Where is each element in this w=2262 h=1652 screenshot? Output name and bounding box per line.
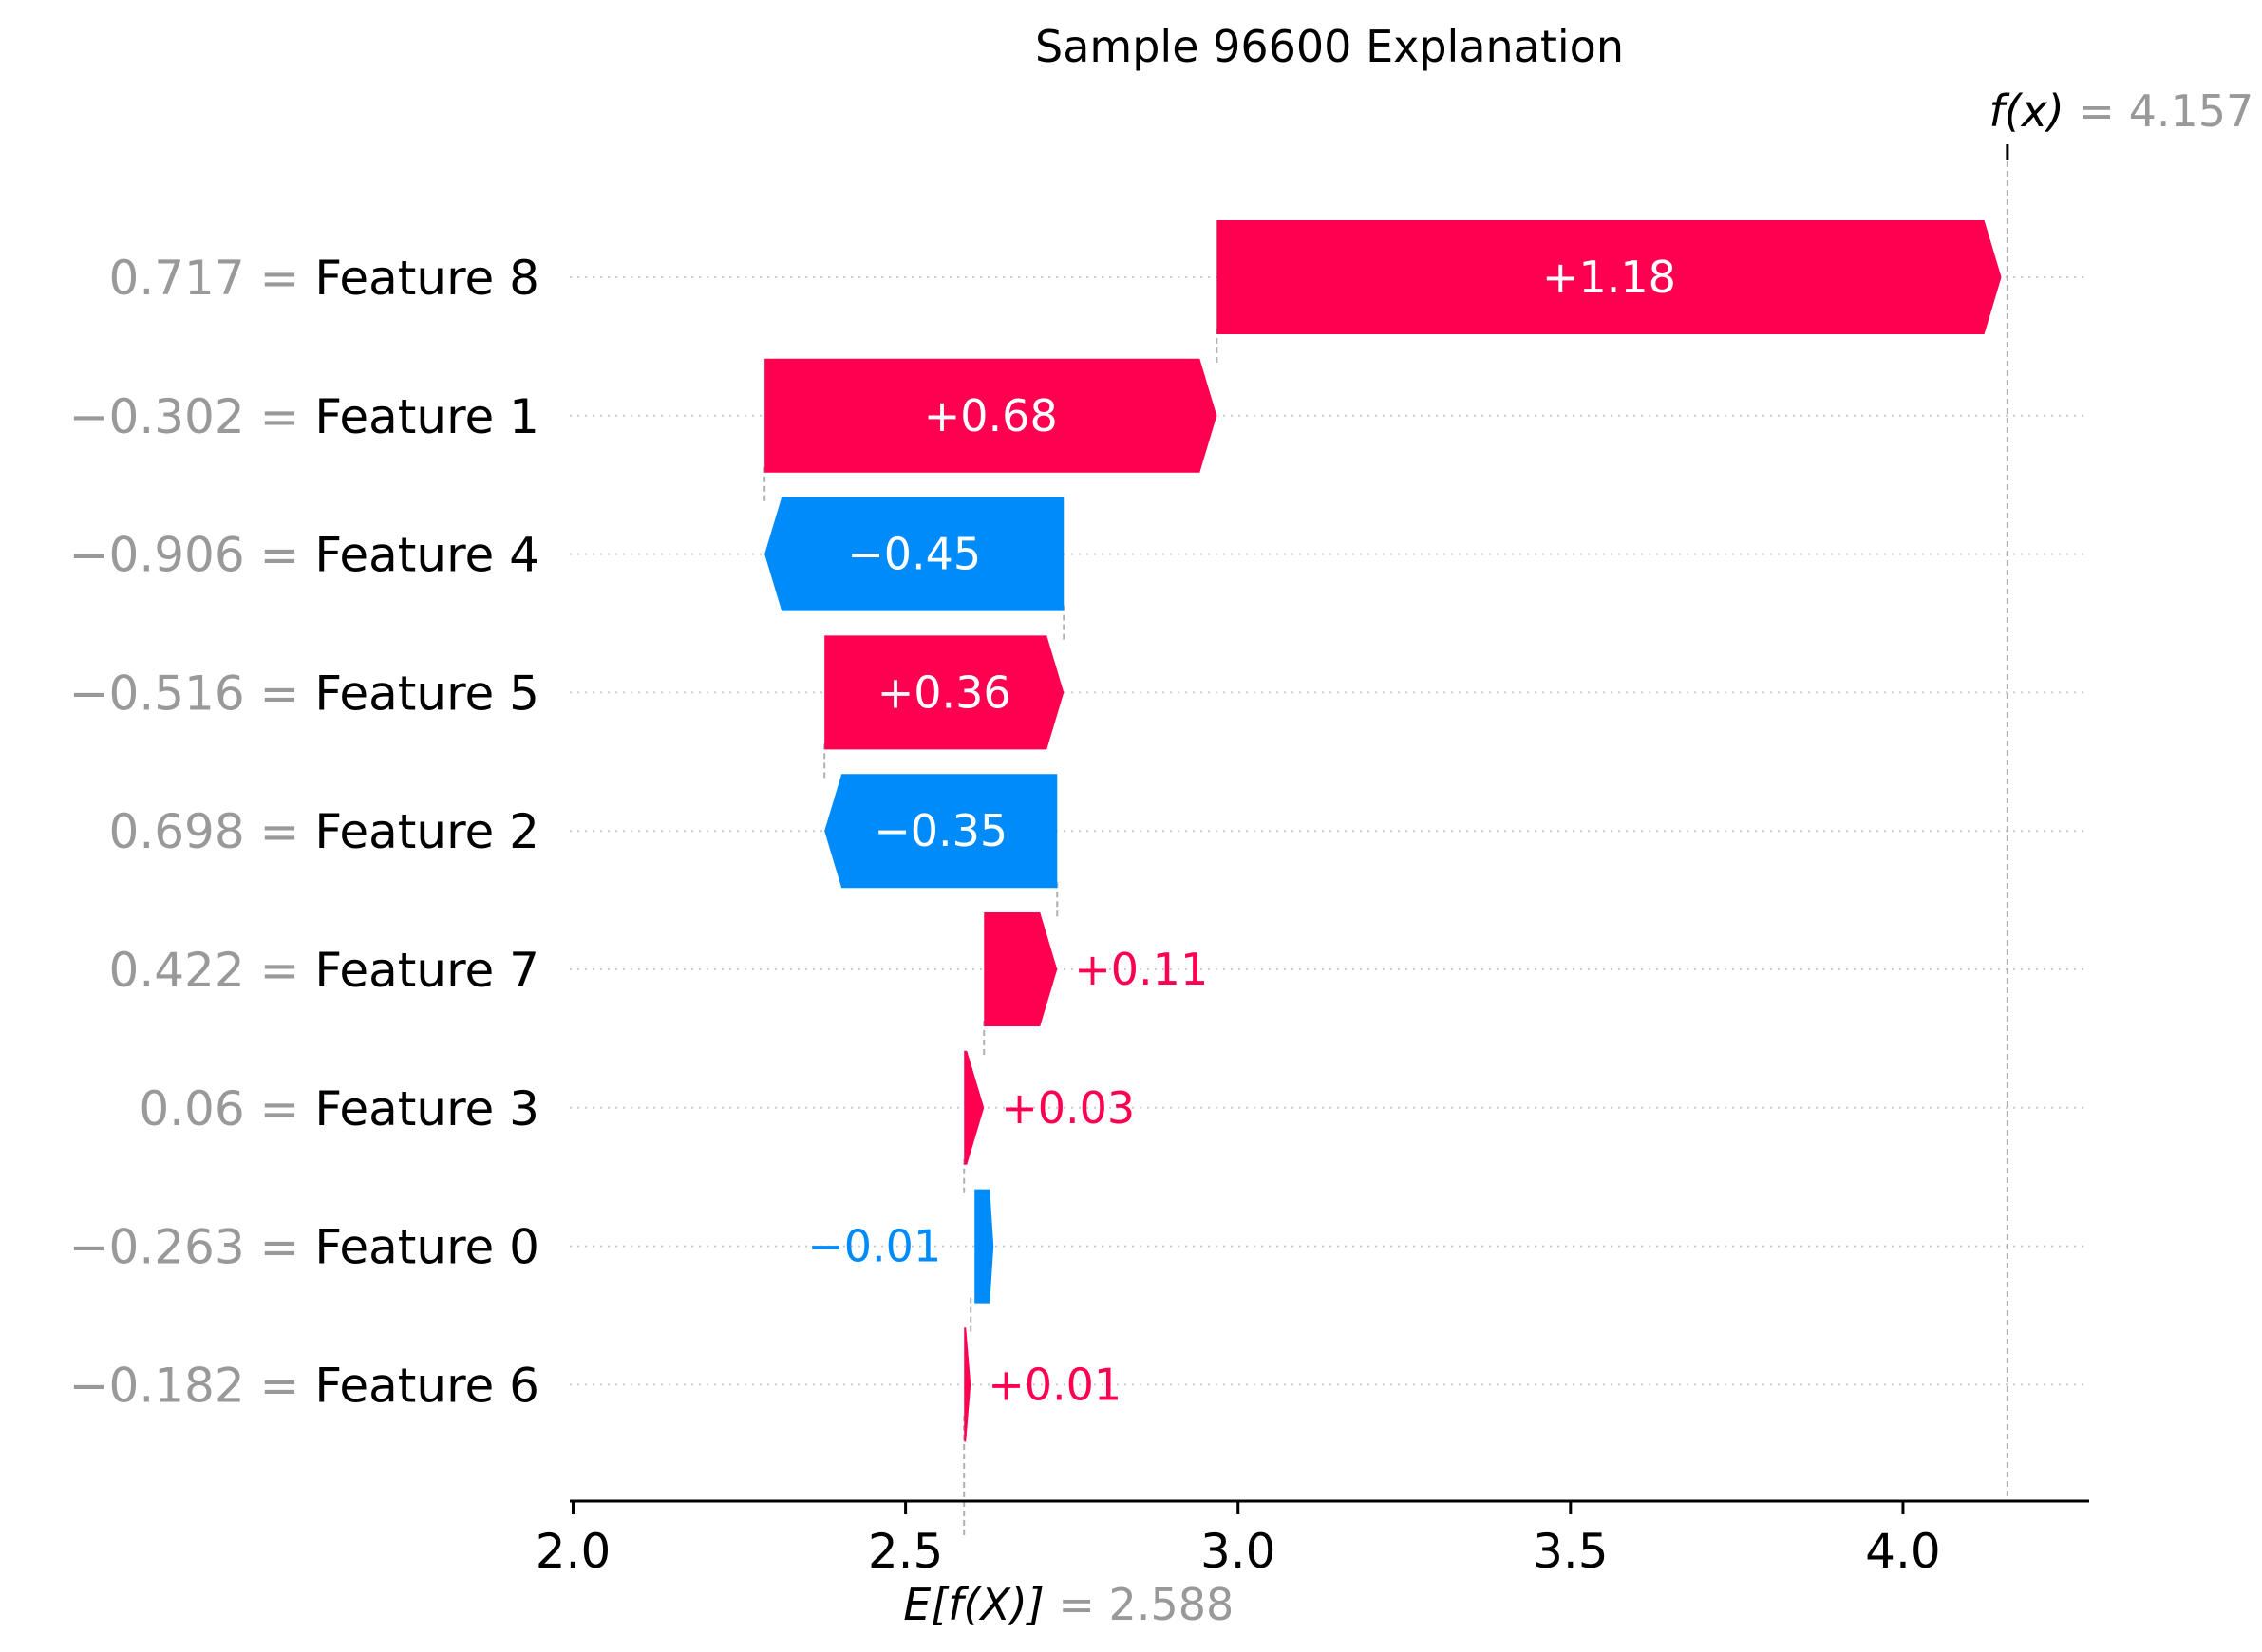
bar-feature-5	[824, 635, 1065, 750]
efx-value: = 2.588	[1058, 1579, 1234, 1630]
bar-feature-1	[764, 358, 1217, 473]
feature-label: 0.06 = Feature 3	[139, 1081, 539, 1136]
feature-value: 0.698 =	[109, 804, 315, 859]
feature-name: Feature 1	[314, 389, 539, 444]
x-tick-label: 4.0	[1865, 1524, 1941, 1579]
feature-name: Feature 6	[314, 1358, 539, 1413]
contribution-label: −0.35	[874, 805, 1008, 856]
contribution-label: −0.45	[847, 529, 981, 580]
efx-annotation: E[f(X)] = 2.588	[903, 1579, 1234, 1630]
fx-label: f(x)	[1989, 85, 2078, 137]
feature-value: −0.516 =	[69, 666, 315, 721]
bar-layer	[764, 220, 2002, 1442]
feature-value: 0.422 =	[109, 943, 315, 998]
x-tick-label: 3.5	[1533, 1524, 1609, 1579]
contribution-label: +0.11	[1074, 944, 1208, 995]
chart-title: Sample 96600 Explanation	[1035, 21, 1624, 72]
feature-label: 0.698 = Feature 2	[109, 804, 539, 859]
fx-value: = 4.157	[2078, 85, 2253, 137]
contribution-label: +0.01	[988, 1359, 1122, 1410]
bar-feature-7	[984, 912, 1058, 1026]
feature-value: −0.263 =	[69, 1220, 315, 1275]
feature-name: Feature 7	[314, 943, 539, 998]
feature-name: Feature 0	[314, 1220, 539, 1275]
bar-feature-2	[824, 774, 1058, 889]
feature-name: Feature 8	[314, 251, 539, 306]
feature-value: −0.906 =	[69, 528, 315, 583]
fx-annotation: f(x) = 4.157	[1989, 85, 2253, 137]
feature-label: −0.302 = Feature 1	[69, 389, 539, 444]
feature-label: 0.717 = Feature 8	[109, 251, 539, 306]
label-layer: +1.18 0.717 = Feature 8 +0.68 −0.302 = Feat…	[69, 251, 1676, 1413]
bar-feature-3	[964, 1050, 985, 1165]
feature-label: −0.182 = Feature 6	[69, 1358, 539, 1413]
efx-label: E[f(X)]	[903, 1579, 1058, 1630]
contribution-label: +1.18	[1542, 252, 1676, 303]
feature-value: 0.717 =	[109, 251, 315, 306]
feature-name: Feature 3	[314, 1081, 539, 1136]
feature-name: Feature 2	[314, 804, 539, 859]
contribution-label: +0.36	[877, 666, 1011, 718]
feature-value: −0.302 =	[69, 389, 315, 444]
contribution-label: +0.68	[924, 390, 1058, 441]
feature-name: Feature 4	[314, 528, 539, 583]
feature-label: −0.516 = Feature 5	[69, 666, 539, 721]
feature-name: Feature 5	[314, 666, 539, 721]
feature-label: −0.906 = Feature 4	[69, 528, 539, 583]
bar-feature-0	[974, 1189, 994, 1304]
x-tick-label: 3.0	[1200, 1524, 1276, 1579]
x-tick-label: 2.5	[868, 1524, 944, 1579]
bar-feature-8	[1216, 220, 2002, 334]
bar-feature-4	[764, 497, 1065, 611]
contribution-label: −0.01	[807, 1221, 941, 1272]
x-axis: 2.0 2.5 3.0 3.5 4.0 f(x) = 4.157 E[f(X)] = 2.5…	[536, 85, 2254, 1630]
feature-value: 0.06 =	[139, 1081, 314, 1136]
feature-label: 0.422 = Feature 7	[109, 943, 539, 998]
contribution-label: +0.03	[1001, 1082, 1135, 1134]
feature-label: −0.263 = Feature 0	[69, 1220, 539, 1275]
x-tick-label: 2.0	[536, 1524, 612, 1579]
bar-feature-6	[964, 1327, 971, 1442]
feature-value: −0.182 =	[69, 1358, 315, 1413]
